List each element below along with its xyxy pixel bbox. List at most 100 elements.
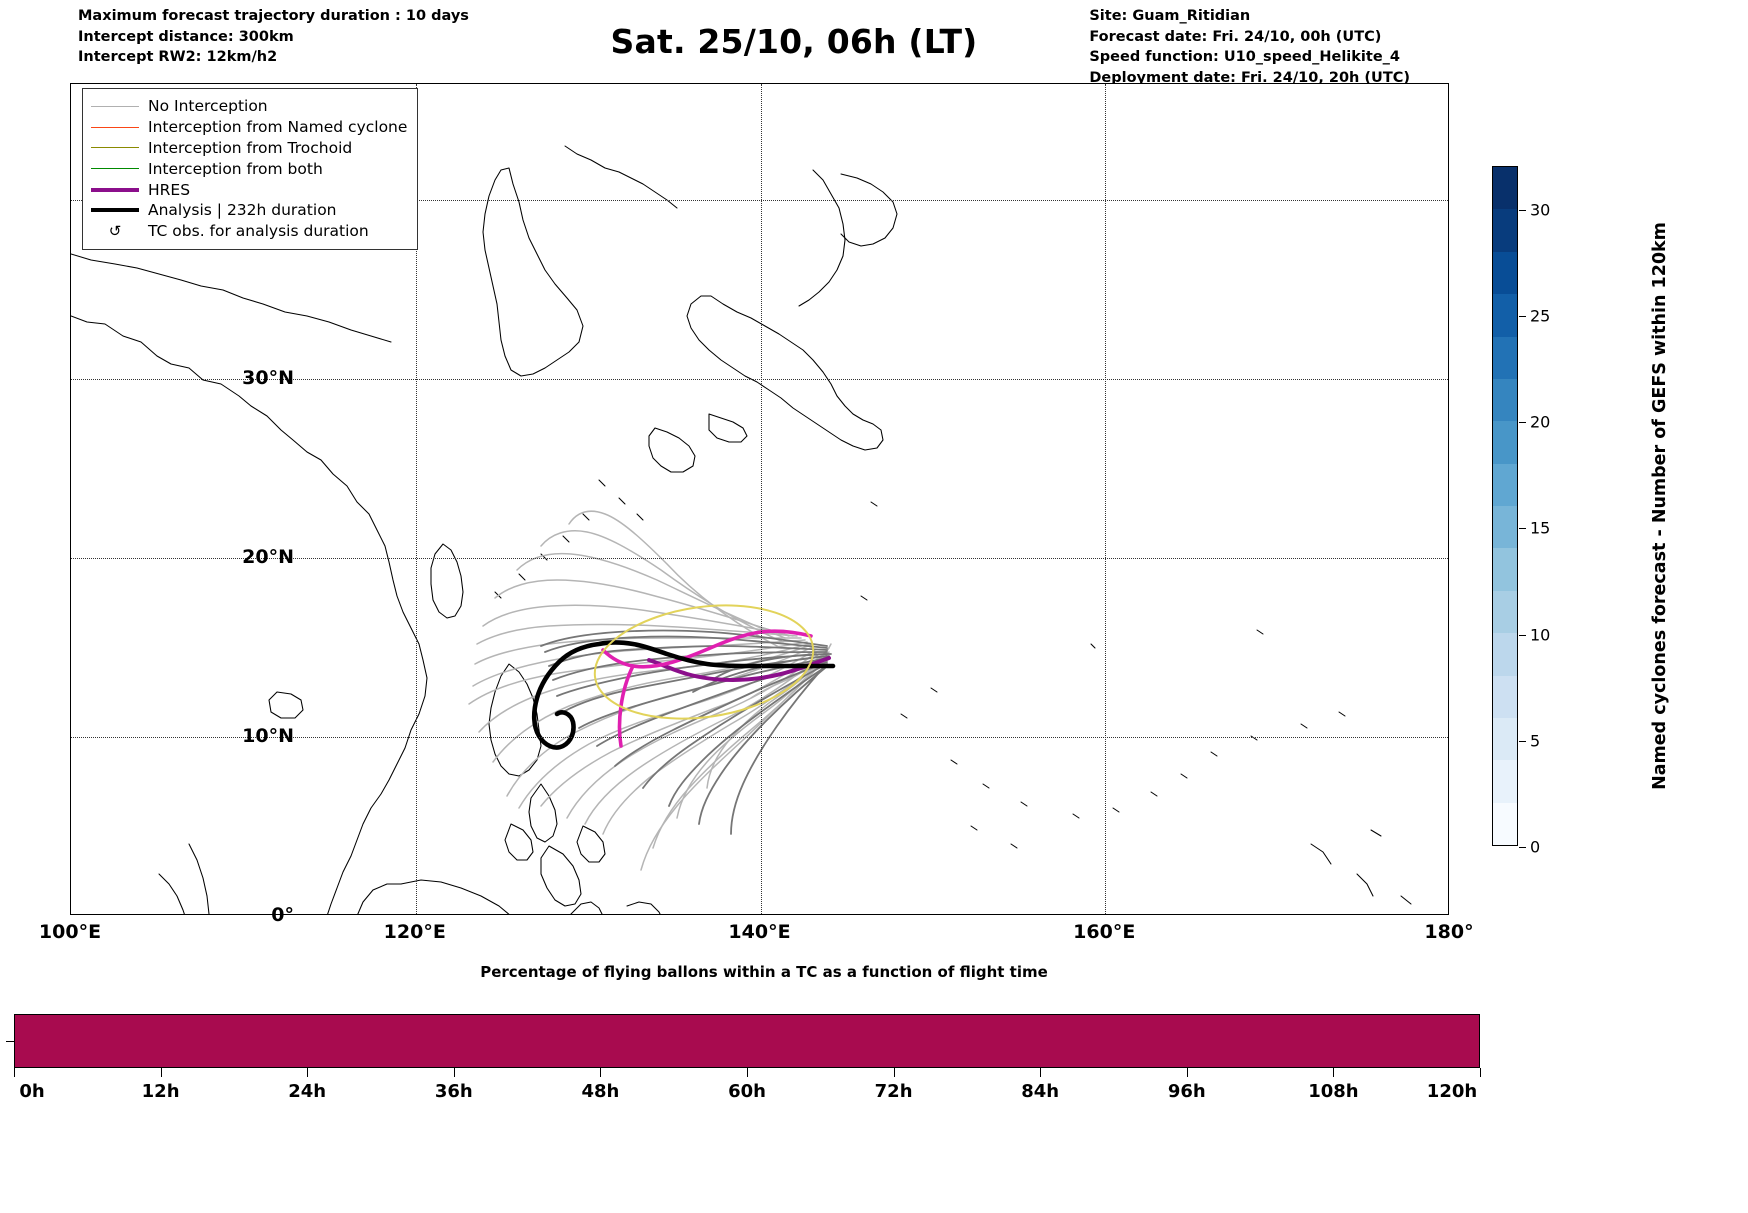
header-forecast-date-line: Forecast date: Fri. 24/10, 00h (UTC) — [1089, 28, 1382, 45]
percentage-tick-4 — [600, 1068, 602, 1077]
map-x-tick-label-0: 100°E — [38, 921, 102, 943]
percentage-tick-5 — [747, 1068, 748, 1077]
trajectory-analysis — [531, 640, 836, 750]
colorbar-tick-5 — [1519, 315, 1526, 317]
trajectories-cluster — [540, 629, 832, 835]
colorbar-segment-2 — [1493, 717, 1517, 761]
header-left-line-3: Intercept RW2: 12km/h2 — [78, 49, 278, 66]
legend-item-3[interactable]: Interception from both — [91, 158, 407, 179]
colorbar-tick-4 — [1519, 422, 1526, 423]
legend-label-1: Interception from Named cyclone — [148, 118, 408, 137]
colorbar-segment-12 — [1493, 294, 1517, 337]
legend-swatch-4 — [91, 187, 139, 192]
colorbar-tick-6 — [1519, 209, 1526, 211]
legend-item-6[interactable]: ↺ TC obs. for analysis duration — [91, 221, 407, 242]
percentage-tick-9 — [1333, 1068, 1335, 1077]
percentage-tick-label-2: 24h — [288, 1081, 327, 1102]
colorbar-tick-label-0: 0 — [1530, 837, 1541, 857]
legend-swatch-5 — [91, 208, 139, 213]
colorbar-segment-11 — [1493, 336, 1517, 379]
page-title-text: Sat. 25/10, 06h (LT) — [610, 22, 978, 61]
colorbar-tick-3 — [1519, 528, 1526, 530]
colorbar-segment-7 — [1493, 506, 1517, 549]
legend-swatch-3 — [91, 168, 139, 170]
map-x-tick-label-1: 120°E — [383, 921, 446, 943]
percentage-tick-label-5: 60h — [728, 1081, 766, 1102]
map-gridline-horizontal-1 — [71, 737, 1448, 739]
percentage-tick-label-0: 0h — [19, 1081, 45, 1102]
legend-swatch-0 — [91, 105, 139, 107]
percentage-bar-fill — [15, 1015, 1479, 1067]
map-gridline-horizontal-3 — [71, 379, 1448, 381]
percentage-tick-6 — [893, 1068, 895, 1077]
legend-swatch-2 — [91, 147, 139, 149]
percentage-tick-1 — [160, 1068, 162, 1077]
map-legend: No Interception Interception from Named c… — [82, 88, 419, 250]
trochoid-interception-region — [593, 604, 815, 720]
percentage-tick-7 — [1040, 1068, 1042, 1077]
percentage-axis-title: Percentage of flying ballons within a TC… — [0, 963, 1748, 981]
percentage-axis-title-text: Percentage of flying ballons within a TC… — [480, 963, 1048, 981]
map-y-tick-label-0: 0° — [271, 904, 294, 926]
map-x-tick-label-4: 180° — [1424, 921, 1474, 943]
percentage-tick-label-6: 72h — [874, 1081, 913, 1102]
colorbar-segment-5 — [1493, 590, 1517, 634]
colorbar-segment-10 — [1493, 378, 1517, 422]
legend-label-3: Interception from both — [148, 159, 323, 178]
map-gridline-horizontal-2 — [71, 558, 1448, 560]
colorbar-tick-label-5: 25 — [1530, 306, 1551, 326]
header-left-line-1: Maximum forecast trajectory duration : 1… — [78, 8, 469, 24]
colorbar-segment-13 — [1493, 251, 1517, 295]
colorbar-tick-label-1: 5 — [1530, 731, 1541, 751]
map-y-tick-label-2: 20°N — [242, 546, 294, 569]
percentage-y-tick — [6, 1041, 15, 1042]
legend-label-6: TC obs. for analysis duration — [148, 222, 369, 241]
percentage-tick-10 — [1480, 1068, 1481, 1077]
colorbar-tick-label-4: 20 — [1530, 412, 1551, 432]
percentage-tick-label-1: 12h — [141, 1081, 180, 1102]
percentage-tick-label-10: 120h — [1426, 1081, 1478, 1102]
map-gridline-horizontal-4 — [71, 200, 1448, 202]
percentage-tick-0 — [14, 1068, 15, 1077]
colorbar-segment-9 — [1493, 421, 1517, 464]
legend-item-0[interactable]: No Interception — [91, 96, 407, 117]
colorbar-segment-6 — [1493, 548, 1517, 591]
legend-label-5: Analysis | 232h duration — [148, 201, 337, 220]
percentage-tick-label-8: 96h — [1167, 1081, 1206, 1102]
percentage-tick-label-7: 84h — [1021, 1081, 1060, 1102]
colorbar-tick-label-6: 30 — [1530, 200, 1551, 219]
legend-item-4[interactable]: HRES — [91, 179, 407, 200]
map-y-tick-label-3: 30°N — [242, 367, 294, 390]
legend-item-5[interactable]: Analysis | 232h duration — [91, 200, 407, 221]
map-x-tick-label-3: 160°E — [1073, 921, 1136, 943]
map-gridline-vertical-1 — [415, 84, 417, 914]
colorbar-segment-8 — [1493, 463, 1517, 506]
legend-label-4: HRES — [148, 180, 191, 199]
percentage-tick-3 — [453, 1068, 455, 1077]
header-deployment-date-line: Deployment date: Fri. 24/10, 20h (UTC) — [1089, 69, 1410, 86]
header-left-line-2: Intercept distance: 300km — [78, 28, 294, 45]
page-title: Sat. 25/10, 06h (LT) — [0, 22, 1748, 61]
header-left-block: Maximum forecast trajectory duration : 1… — [78, 6, 598, 68]
colorbar-tick-label-3: 15 — [1530, 518, 1551, 538]
colorbar-tick-0 — [1519, 847, 1526, 848]
colorbar-tick-2 — [1519, 634, 1526, 636]
colorbar-tick-label-2: 10 — [1530, 625, 1551, 644]
header-speed-function-line: Speed function: U10_speed_Helikite_4 — [1089, 49, 1400, 66]
percentage-tick-2 — [307, 1068, 309, 1077]
percentage-plot-area — [14, 1014, 1480, 1068]
map-graphics — [71, 145, 1412, 914]
map-y-tick-label-1: 10°N — [242, 725, 294, 748]
colorbar-segment-3 — [1493, 675, 1517, 718]
percentage-tick-label-9: 108h — [1308, 1081, 1359, 1102]
trajectory-hres — [647, 656, 831, 682]
colorbar: 0 5 10 15 20 25 30 — [1492, 166, 1550, 857]
legend-item-1[interactable]: Interception from Named cyclone — [91, 117, 407, 138]
colorbar-segment-14 — [1493, 209, 1517, 252]
legend-label-0: No Interception — [148, 97, 268, 116]
legend-item-2[interactable]: Interception from Trochoid — [91, 138, 407, 159]
header-site-line: Site: Guam_Ritidian — [1089, 8, 1251, 24]
legend-label-2: Interception from Trochoid — [148, 138, 353, 157]
colorbar-segment-15 — [1493, 167, 1517, 210]
map-gridline-vertical-3 — [1105, 84, 1107, 914]
